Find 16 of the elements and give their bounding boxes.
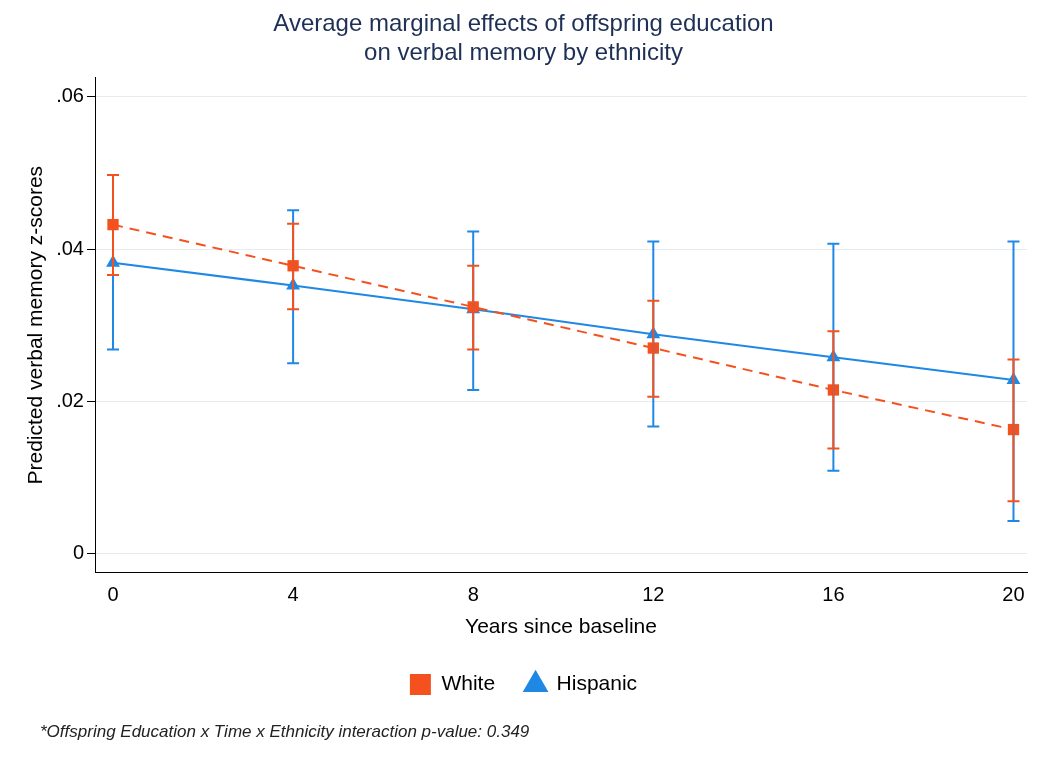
legend-label: Hispanic [556, 671, 638, 695]
x-tick-label: 8 [467, 583, 479, 606]
x-tick-label: 4 [287, 583, 299, 606]
y-tick-label: .02 [56, 388, 84, 411]
chart-title: Average marginal effects of offspring education on verbal memory by ethnicity [273, 9, 774, 65]
y-tick-label: .06 [56, 84, 84, 107]
x-tick-label: 16 [822, 583, 845, 606]
x-tick-label: 20 [1002, 583, 1025, 606]
x-tick-label: 12 [642, 583, 665, 606]
x-axis-title: Years since baseline [465, 614, 657, 638]
legend-label: White [441, 671, 496, 695]
x-tick-label: 0 [107, 583, 119, 606]
y-tick-label: 0 [72, 541, 84, 564]
text: *Offspring Education x Time x Ethnicity interaction p-value: 0.349 [40, 722, 530, 742]
y-tick-label: .04 [56, 236, 84, 259]
y-axis-title: Predicted verbal memory z-scores [23, 165, 47, 485]
